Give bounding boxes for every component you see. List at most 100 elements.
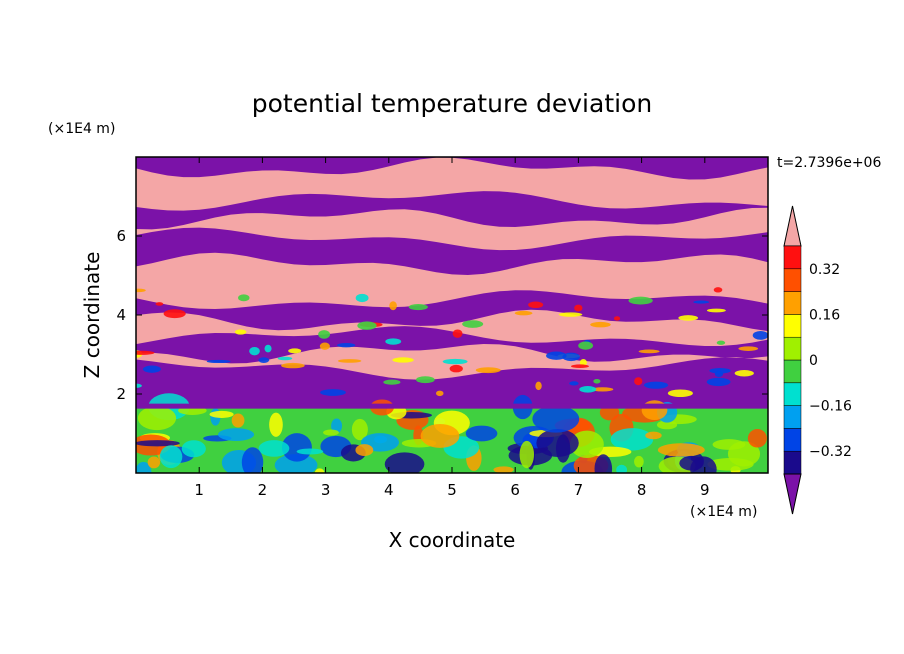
convective-blob xyxy=(645,431,662,440)
contour-fringe xyxy=(713,287,723,293)
convective-blob xyxy=(136,440,180,447)
convective-blob xyxy=(616,464,628,473)
contour-fringe xyxy=(392,357,414,363)
convective-blob xyxy=(532,405,580,433)
convective-blob xyxy=(656,420,678,430)
x-axis-ticks: 1 2 3 4 5 6 7 8 9 xyxy=(194,157,710,499)
x-tick-label: 9 xyxy=(700,481,710,499)
convective-blob xyxy=(594,454,613,473)
y-tick-label: 4 xyxy=(116,306,126,324)
convective-blob xyxy=(137,406,177,431)
contour-fringe xyxy=(383,379,401,385)
contour-fringe xyxy=(355,293,369,303)
contour-fringe xyxy=(709,367,731,374)
convective-blob xyxy=(241,447,264,473)
contour-fringe xyxy=(634,377,643,386)
convective-blob xyxy=(657,443,705,457)
contour-fringe xyxy=(357,321,377,330)
contour-fringe xyxy=(416,376,435,384)
contour-fringe xyxy=(528,301,544,309)
convective-blob xyxy=(679,455,704,471)
colorbar-bin xyxy=(783,336,802,361)
convective-blob xyxy=(281,433,312,462)
colorbar-over-triangle xyxy=(783,205,802,247)
y-tick-label: 6 xyxy=(116,227,126,245)
convective-blob xyxy=(296,448,324,455)
contour-fringe xyxy=(475,367,501,374)
convective-blob xyxy=(747,428,767,448)
convective-blob xyxy=(634,455,644,468)
contour-fringe xyxy=(514,310,533,316)
contour-fringe xyxy=(706,308,726,313)
chart-title: potential temperature deviation xyxy=(252,89,652,118)
contour-fringe xyxy=(706,377,731,387)
contour-fringe xyxy=(643,381,669,389)
contour-fringe xyxy=(546,351,567,360)
contour-band xyxy=(136,252,768,309)
contour-fringe xyxy=(578,341,594,350)
convective-blob xyxy=(209,410,234,418)
convective-blob xyxy=(314,468,325,473)
convective-blob xyxy=(493,466,514,473)
colorbar-bin xyxy=(783,291,802,315)
x-tick-label: 8 xyxy=(637,481,647,499)
convective-blob xyxy=(258,440,290,457)
colorbar-bin xyxy=(783,405,802,429)
contour-fringe xyxy=(277,356,293,361)
convective-blob xyxy=(147,456,161,469)
contour-fringe xyxy=(163,309,186,319)
contour-fringe xyxy=(238,294,250,302)
colorbar: 0.32 0.16 0 −0.16 −0.32 xyxy=(783,205,852,515)
contour-fringe xyxy=(318,330,331,339)
convective-blob xyxy=(269,412,283,437)
contour-fringe xyxy=(452,329,463,338)
convective-blob xyxy=(465,425,498,442)
contour-fringe xyxy=(449,364,463,373)
colorbar-tick-label: −0.16 xyxy=(809,399,852,415)
contour-fringe xyxy=(752,331,768,340)
contour-fringe xyxy=(389,301,397,311)
colorbar-tick-label: −0.32 xyxy=(809,444,852,460)
x-axis-label: X coordinate xyxy=(389,528,516,552)
contour-fringe xyxy=(258,357,270,363)
convective-blob xyxy=(519,440,535,469)
colorbar-bin xyxy=(783,382,802,406)
contour-fringe xyxy=(234,329,247,335)
contour-fringe xyxy=(337,359,362,363)
contour-band xyxy=(136,157,768,211)
contour-fringe xyxy=(442,358,468,365)
convective-blob xyxy=(610,428,654,451)
convective-blob xyxy=(331,418,343,434)
colorbar-bin xyxy=(783,245,802,270)
contour-fringe xyxy=(667,389,693,398)
convective-blob xyxy=(231,413,245,428)
contour-fringe xyxy=(628,296,653,305)
convective-blob xyxy=(355,444,374,457)
contour-fringe xyxy=(408,303,428,311)
contour-fringe xyxy=(738,346,759,351)
colorbar-bin xyxy=(783,314,802,338)
contour-fringe xyxy=(591,387,614,392)
convective-blob xyxy=(712,439,746,450)
convective-blob xyxy=(351,418,368,441)
x-tick-label: 7 xyxy=(574,481,584,499)
contour-fringe xyxy=(558,312,583,317)
y-axis-ticks: 2 4 6 xyxy=(116,227,768,403)
contour-fringe xyxy=(613,316,621,321)
x-tick-label: 2 xyxy=(258,481,268,499)
contour-band xyxy=(136,309,768,346)
contour-fringe xyxy=(155,302,164,306)
contour-fringe xyxy=(716,340,726,345)
contour-fringe xyxy=(734,370,754,377)
x-tick-label: 3 xyxy=(321,481,331,499)
colorbar-bin xyxy=(783,450,802,475)
contour-fringe xyxy=(206,359,231,364)
convective-blob xyxy=(181,440,206,458)
convective-blob xyxy=(159,445,183,469)
contour-fringe xyxy=(320,389,346,396)
contour-fringe xyxy=(462,320,484,328)
y-tick-label: 2 xyxy=(116,385,126,403)
contour-fringe xyxy=(319,342,330,350)
convective-blob xyxy=(384,452,425,473)
